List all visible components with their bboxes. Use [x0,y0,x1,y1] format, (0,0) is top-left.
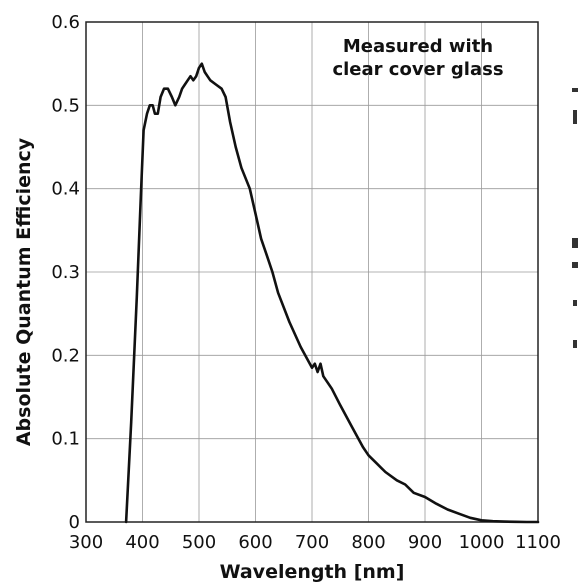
x-tick-label: 700 [295,532,329,553]
qe-curve-line [124,62,540,524]
y-tick-label: 0.3 [51,262,80,283]
annotation-line-1: Measured with [343,36,493,57]
x-tick-label: 300 [69,532,103,553]
y-tick-label: 0.6 [51,12,80,33]
grid-lines [85,21,539,523]
y-tick-label: 0.2 [51,345,80,366]
y-tick-labels: 0 0.1 0.2 0.3 0.4 0.5 0.6 [51,12,80,533]
x-tick-label: 900 [408,532,442,553]
x-tick-label: 800 [351,532,385,553]
x-tick-label: 1000 [459,532,505,553]
x-axis-title: Wavelength [nm] [220,561,405,583]
y-tick-label: 0.5 [51,95,80,116]
x-tick-label: 1100 [515,532,561,553]
x-tick-label: 600 [238,532,272,553]
y-tick-label: 0 [69,512,80,533]
annotation-line-2: clear cover glass [332,59,503,80]
y-tick-label: 0.4 [51,179,80,200]
x-tick-labels: 300 400 500 600 700 800 900 1000 1100 [69,532,561,553]
x-tick-label: 500 [182,532,216,553]
plot-frame [85,21,539,523]
x-tick-label: 400 [125,532,159,553]
cropped-edge-marks [572,88,578,348]
y-axis-title: Absolute Quantum Efficiency [13,137,35,446]
y-tick-label: 0.1 [51,429,80,450]
